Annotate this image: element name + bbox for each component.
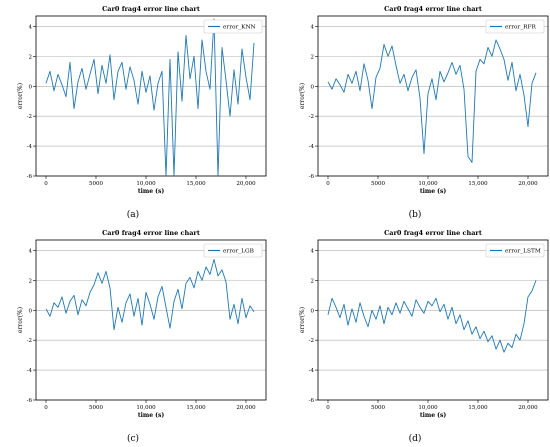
chart-title: Car0 frag4 error line chart [384,5,482,13]
x-tick-label: 5000 [89,405,103,411]
x-tick-label: 20,000 [236,181,256,187]
panel-label: (b) [409,209,422,220]
chart-panel-2: Car0 frag4 error line chart -6 -4 -2 0 2 4 0 500… [299,5,549,220]
series-line-error_LSTM [327,280,537,353]
y-tick-label: 2 [311,278,315,284]
x-tick-label: 0 [44,405,48,411]
x-tick-label: 20,000 [236,405,256,411]
legend-box [485,19,545,34]
x-tick-label: 0 [326,405,330,411]
y-tick-label: -2 [27,338,32,344]
plot-frame [35,15,267,177]
y-tick-label: 4 [29,248,33,254]
x-tick-label: 0 [326,181,330,187]
legend-label: error_LSTM [505,249,541,255]
y-tick-label: -2 [27,114,32,120]
y-tick-label: -6 [309,174,315,180]
y-tick-label: -4 [27,368,33,374]
series-line-error_KNN [45,18,255,176]
legend: error_LGB [203,243,263,258]
x-axis-label: time (s) [420,412,447,419]
x-tick-label: 15,000 [186,181,206,187]
plot-frame [317,15,549,177]
y-tick-label: -6 [27,174,33,180]
x-tick-label: 20,000 [518,405,538,411]
y-tick-label: -6 [309,398,315,404]
x-tick-label: 15,000 [468,405,488,411]
legend: error_RFR [485,19,545,34]
panel-label: (d) [409,433,422,444]
x-axis-label: time (s) [138,188,165,195]
legend: error_KNN [203,19,263,34]
plot-frame [317,239,549,401]
x-axis-label: time (s) [420,188,447,195]
y-axis-label: error(%) [299,83,306,109]
y-tick-label: -4 [309,144,315,150]
x-tick-label: 15,000 [186,405,206,411]
panel-label: (a) [127,209,139,220]
legend-box [203,19,263,34]
y-axis-label: error(%) [17,83,24,109]
chart-panel-1: Car0 frag4 error line chart -6 -4 -2 0 2 4 0 500… [17,5,267,220]
panel-label: (c) [127,433,139,444]
y-tick-label: 0 [311,308,315,314]
chart-panel-4: Car0 frag4 error line chart -6 -4 -2 0 2 4 0 500… [299,229,549,444]
legend-label: error_RFR [505,25,537,31]
legend-box [203,243,263,258]
x-tick-label: 10,000 [136,181,156,187]
y-tick-label: 2 [311,54,315,60]
legend-label: error_KNN [223,25,256,31]
x-tick-label: 0 [44,181,48,187]
x-tick-label: 5000 [371,405,385,411]
y-tick-label: 4 [29,24,33,30]
series-line-error_LGB [45,258,255,331]
chart-title: Car0 frag4 error line chart [102,5,200,13]
x-tick-label: 10,000 [418,181,438,187]
y-tick-label: -4 [309,368,315,374]
y-tick-label: 4 [311,24,315,30]
x-tick-label: 20,000 [518,181,538,187]
x-tick-label: 10,000 [418,405,438,411]
y-tick-label: -2 [309,338,314,344]
legend-label: error_LGB [223,249,254,255]
y-tick-label: 2 [29,278,33,284]
y-tick-label: 0 [29,84,33,90]
x-tick-label: 5000 [371,181,385,187]
y-tick-label: 0 [29,308,33,314]
x-tick-label: 15,000 [468,181,488,187]
y-tick-label: 0 [311,84,315,90]
y-axis-label: error(%) [17,307,24,333]
legend: error_LSTM [485,243,545,258]
x-tick-label: 5000 [89,181,103,187]
y-tick-label: 4 [311,248,315,254]
y-tick-label: -6 [27,398,33,404]
y-axis-label: error(%) [299,307,306,333]
y-tick-label: 2 [29,54,33,60]
chart-title: Car0 frag4 error line chart [384,229,482,237]
y-tick-label: -2 [309,114,314,120]
x-axis-label: time (s) [138,412,165,419]
legend-box [485,243,545,258]
series-line-error_RFR [327,39,537,163]
y-tick-label: -4 [27,144,33,150]
plot-frame [35,239,267,401]
chart-panel-3: Car0 frag4 error line chart -6 -4 -2 0 2 4 0 500… [17,229,267,444]
chart-title: Car0 frag4 error line chart [102,229,200,237]
x-tick-label: 10,000 [136,405,156,411]
